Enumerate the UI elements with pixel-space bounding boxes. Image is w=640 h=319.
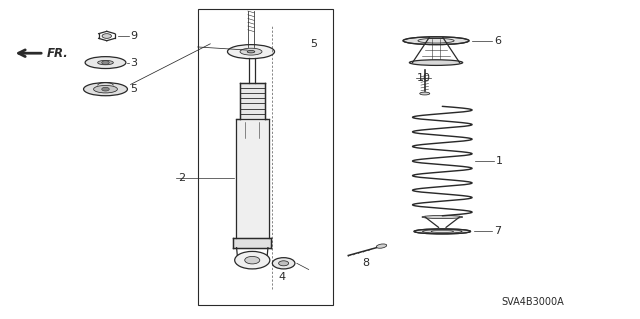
Text: 4: 4 xyxy=(278,272,285,282)
Ellipse shape xyxy=(98,60,113,65)
Text: SVA4B3000A: SVA4B3000A xyxy=(502,297,564,307)
Ellipse shape xyxy=(85,57,126,69)
Text: 3: 3 xyxy=(131,58,138,68)
Circle shape xyxy=(273,258,295,269)
Circle shape xyxy=(278,261,289,266)
Text: 8: 8 xyxy=(362,258,369,268)
Text: FR.: FR. xyxy=(47,47,68,60)
Text: 10: 10 xyxy=(417,73,431,83)
Ellipse shape xyxy=(247,50,255,53)
Circle shape xyxy=(102,87,109,91)
Ellipse shape xyxy=(403,37,469,45)
Bar xyxy=(198,10,333,305)
Text: 1: 1 xyxy=(495,156,502,166)
Circle shape xyxy=(235,251,270,269)
Circle shape xyxy=(244,256,260,264)
Text: 5: 5 xyxy=(131,84,138,94)
Text: 7: 7 xyxy=(494,226,502,236)
Ellipse shape xyxy=(414,229,470,234)
Ellipse shape xyxy=(240,48,262,55)
Text: 2: 2 xyxy=(178,173,185,183)
Circle shape xyxy=(102,34,111,38)
Circle shape xyxy=(102,61,109,64)
Ellipse shape xyxy=(422,215,463,219)
Ellipse shape xyxy=(376,244,387,248)
Ellipse shape xyxy=(420,92,430,95)
Ellipse shape xyxy=(410,60,463,65)
Ellipse shape xyxy=(227,45,275,59)
Text: 6: 6 xyxy=(494,36,501,46)
Text: 5: 5 xyxy=(310,39,317,49)
Ellipse shape xyxy=(84,83,127,96)
Text: 9: 9 xyxy=(131,31,138,41)
Ellipse shape xyxy=(93,85,117,93)
